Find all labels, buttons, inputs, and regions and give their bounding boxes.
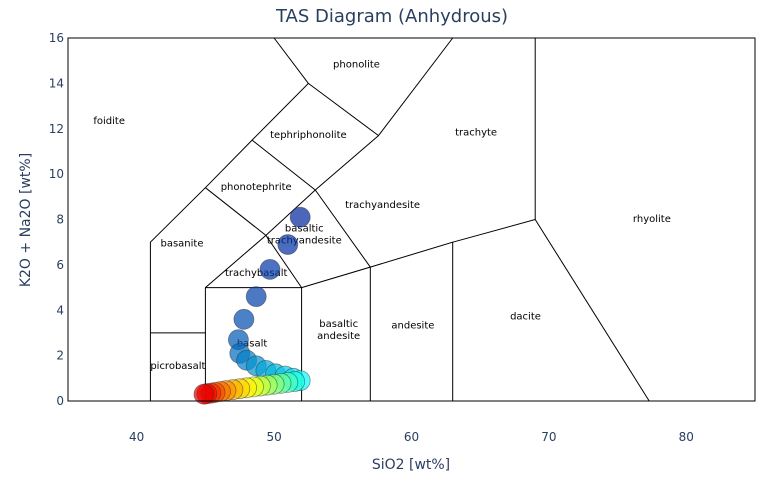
x-tick-label: 50 [266, 430, 281, 444]
region-label-rhyolite: rhyolite [633, 214, 671, 225]
y-tick-label: 14 [49, 76, 64, 90]
boundary-line [273, 37, 309, 84]
region-label-basaltic-trachyandesite: basaltic trachyandesite [267, 224, 342, 247]
x-axis-title: SiO2 [wt%] [372, 457, 450, 473]
data-point [259, 258, 281, 280]
y-tick-label: 0 [56, 394, 64, 408]
x-axis-ticks: 40 50 60 70 80 [129, 430, 694, 444]
y-axis-title: K2O + Na2O [wt%] [18, 153, 34, 287]
region-label-andesite: andesite [391, 320, 434, 331]
data-point [289, 206, 311, 228]
plot-frame [67, 37, 756, 402]
x-tick-label: 80 [679, 430, 694, 444]
data-points [193, 206, 311, 405]
data-point [193, 383, 215, 405]
y-axis-ticks: 0 2 4 6 8 10 12 14 16 [49, 31, 64, 408]
y-tick-label: 4 [56, 303, 64, 317]
y-tick-label: 6 [56, 258, 64, 272]
region-label-trachyte: trachyte [455, 128, 497, 139]
chart-title: TAS Diagram (Anhydrous) [275, 6, 508, 27]
x-tick-label: 40 [129, 430, 144, 444]
boundary-line [534, 219, 650, 402]
x-tick-label: 60 [404, 430, 419, 444]
region-label-phonotephrite: phonotephrite [221, 182, 292, 193]
region-label-dacite: dacite [510, 311, 541, 322]
boundary-line [314, 189, 371, 268]
y-tick-label: 2 [56, 349, 64, 363]
boundary-line [251, 139, 316, 191]
y-tick-label: 16 [49, 31, 64, 45]
data-point [245, 286, 267, 308]
region-labels: foidite phonolite tephriphonolite trachyte p… [93, 60, 670, 373]
data-point [277, 234, 299, 255]
x-tick-label: 70 [541, 430, 556, 444]
boundary-line [265, 235, 303, 288]
y-tick-label: 10 [49, 167, 64, 181]
region-label-picrobasalt: picrobasalt [150, 361, 205, 372]
boundary-line [205, 187, 267, 236]
region-label-basaltic-andesite: basaltic andesite [317, 319, 360, 342]
region-label-foidite: foidite [93, 116, 125, 127]
region-label-tephriphonolite: tephriphonolite [270, 130, 347, 141]
region-label-basalt: basalt [237, 339, 268, 350]
data-point [233, 308, 255, 330]
region-label-trachybasalt: trachybasalt [225, 268, 288, 279]
y-tick-label: 8 [56, 213, 64, 227]
y-tick-label: 12 [49, 122, 64, 136]
region-boundaries [149, 37, 650, 402]
region-label-basanite: basanite [160, 239, 203, 250]
region-label-phonolite: phonolite [333, 60, 380, 71]
region-label-trachyandesite: trachyandesite [345, 200, 420, 211]
